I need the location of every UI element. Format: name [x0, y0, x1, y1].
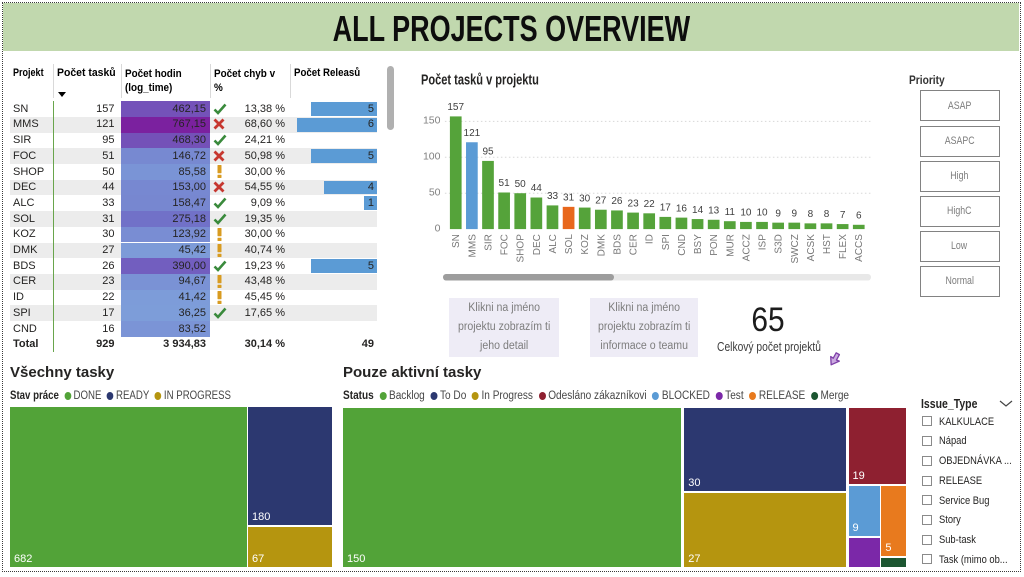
svg-text:50: 50	[515, 179, 527, 190]
svg-text:17: 17	[660, 203, 672, 214]
svg-text:DEC: DEC	[532, 234, 543, 255]
svg-text:SPI: SPI	[661, 234, 672, 250]
svg-text:KOZ: KOZ	[580, 234, 591, 255]
svg-text:MMS: MMS	[467, 234, 478, 258]
svg-text:7: 7	[840, 210, 846, 221]
svg-text:27: 27	[595, 195, 607, 206]
svg-text:16: 16	[676, 203, 688, 214]
svg-text:SN: SN	[451, 234, 462, 248]
svg-text:157: 157	[447, 102, 464, 113]
svg-text:51: 51	[499, 178, 511, 189]
svg-text:50: 50	[429, 186, 441, 198]
svg-text:8: 8	[824, 209, 830, 220]
svg-text:ACCZ: ACCZ	[741, 234, 752, 261]
svg-text:SWCZ: SWCZ	[790, 234, 801, 263]
svg-text:11: 11	[725, 207, 736, 218]
svg-text:S3D: S3D	[774, 234, 785, 253]
svg-text:100: 100	[423, 151, 441, 163]
svg-text:13: 13	[708, 206, 720, 217]
svg-text:SIR: SIR	[484, 234, 495, 251]
svg-text:ACSK: ACSK	[806, 234, 817, 262]
svg-text:23: 23	[628, 198, 640, 209]
svg-text:ACCS: ACCS	[854, 234, 865, 262]
svg-text:33: 33	[547, 191, 559, 202]
svg-text:CER: CER	[629, 234, 640, 255]
svg-text:10: 10	[756, 208, 768, 219]
svg-text:DMK: DMK	[596, 234, 607, 257]
svg-text:26: 26	[611, 196, 623, 207]
svg-text:30: 30	[579, 193, 591, 204]
svg-text:ISP: ISP	[758, 234, 769, 250]
svg-text:ID: ID	[645, 234, 656, 244]
svg-text:FLEX: FLEX	[838, 234, 849, 259]
svg-text:6: 6	[856, 211, 862, 222]
svg-text:BSY: BSY	[693, 234, 704, 254]
svg-text:MUR: MUR	[725, 234, 736, 257]
svg-text:SOL: SOL	[564, 234, 575, 254]
svg-text:10: 10	[740, 208, 752, 219]
svg-text:FOC: FOC	[500, 234, 511, 255]
svg-text:BDS: BDS	[612, 234, 623, 255]
svg-text:9: 9	[775, 208, 781, 219]
svg-text:HST: HST	[822, 234, 833, 254]
svg-text:ALC: ALC	[548, 234, 559, 253]
svg-text:8: 8	[808, 209, 814, 220]
svg-text:22: 22	[644, 199, 656, 210]
svg-text:14: 14	[692, 205, 704, 216]
svg-text:95: 95	[482, 147, 494, 158]
svg-text:9: 9	[792, 208, 798, 219]
svg-text:44: 44	[531, 183, 543, 194]
svg-text:121: 121	[464, 128, 481, 139]
svg-text:0: 0	[435, 222, 441, 234]
svg-text:CND: CND	[677, 234, 688, 256]
svg-text:150: 150	[423, 115, 441, 127]
svg-text:Počet tasků v projektu: Počet tasků v projektu	[421, 71, 539, 88]
svg-text:PON: PON	[709, 234, 720, 256]
svg-text:31: 31	[563, 193, 575, 204]
svg-text:SHOP: SHOP	[516, 234, 527, 263]
